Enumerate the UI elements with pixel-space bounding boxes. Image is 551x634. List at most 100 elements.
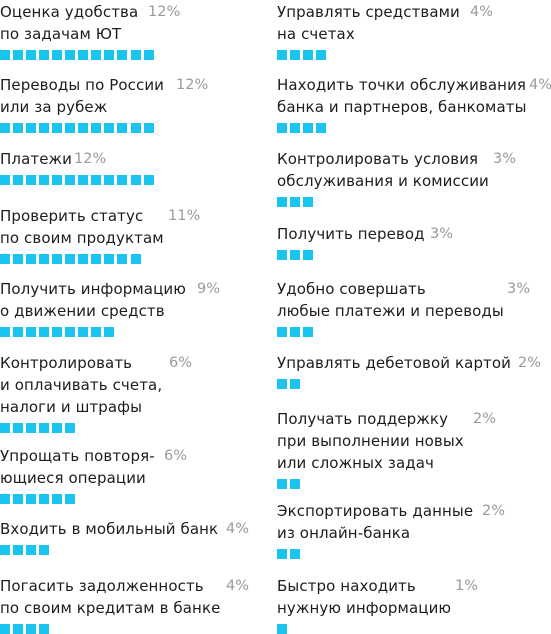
- bar-square: [26, 50, 37, 60]
- bar-square: [65, 254, 76, 264]
- bar-square: [13, 624, 24, 634]
- bar-square: [65, 50, 76, 60]
- bar-square: [290, 327, 301, 337]
- bar-square: [143, 50, 154, 60]
- bar-square: [65, 494, 76, 504]
- bar-square: [277, 327, 287, 337]
- bar-square: [52, 123, 63, 133]
- value-label: 3%: [430, 226, 454, 242]
- bar-square: [13, 494, 24, 504]
- bar-square: [0, 123, 10, 133]
- category-label: Быстро находить нужную информацию: [277, 577, 452, 617]
- bar-square: [91, 254, 102, 264]
- bar-square: [91, 50, 102, 60]
- bar-square: [143, 175, 154, 185]
- category-label: Управлять средствами на счетах: [277, 3, 460, 43]
- bar-square: [104, 50, 115, 60]
- category-label: Управлять дебетовой картой: [277, 354, 512, 372]
- bar-square: [303, 123, 314, 133]
- bar-square: [143, 123, 154, 133]
- bar-square: [104, 254, 115, 264]
- bar-square: [316, 50, 327, 60]
- value-label: 12%: [74, 151, 107, 167]
- bar-square: [52, 423, 63, 433]
- bar-square: [290, 50, 301, 60]
- category-label: Получить перевод: [277, 225, 425, 243]
- bar-square: [104, 175, 115, 185]
- bar-square: [91, 327, 102, 337]
- category-label: Погасить задолженность по своим кредитам…: [0, 577, 221, 617]
- bar-square: [78, 50, 89, 60]
- bar-square: [130, 254, 141, 264]
- value-label: 9%: [197, 281, 221, 297]
- bar-square: [117, 123, 128, 133]
- category-label: Упрощать повторя- ющиеся операции: [0, 447, 155, 487]
- bar-square: [13, 423, 24, 433]
- bar-square: [290, 123, 301, 133]
- value-label: 1%: [455, 578, 479, 594]
- category-label: Контролировать и оплачивать счета, налог…: [0, 354, 163, 416]
- bar-square: [52, 175, 63, 185]
- bar-square: [52, 327, 63, 337]
- bar-square: [26, 423, 37, 433]
- bar-square: [130, 123, 141, 133]
- bar-square: [65, 327, 76, 337]
- category-label: Получить информацию о движении средств: [0, 280, 186, 320]
- bar-square: [26, 123, 37, 133]
- bar-square: [13, 123, 24, 133]
- bar-square: [0, 175, 10, 185]
- bar-square: [39, 423, 50, 433]
- bar-square: [78, 254, 89, 264]
- bar-square: [78, 123, 89, 133]
- bar-square: [39, 123, 50, 133]
- bar-square: [277, 379, 287, 389]
- value-label: 4%: [226, 578, 250, 594]
- value-label: 12%: [176, 77, 209, 93]
- bar-square: [91, 175, 102, 185]
- bar-square: [0, 254, 10, 264]
- bar-square: [277, 250, 287, 260]
- bar-square: [39, 624, 50, 634]
- bar-square: [26, 254, 37, 264]
- value-label: 6%: [164, 448, 188, 464]
- bar-square: [13, 545, 24, 555]
- bar-square: [117, 254, 128, 264]
- bar-square: [130, 175, 141, 185]
- bar-square: [13, 254, 24, 264]
- bar-square: [52, 494, 63, 504]
- bar-square: [39, 50, 50, 60]
- bar-square: [290, 197, 301, 207]
- bar-square: [78, 327, 89, 337]
- category-label: Платежи: [0, 150, 72, 168]
- bar-square: [117, 50, 128, 60]
- value-label: 12%: [148, 4, 181, 20]
- bar-square: [0, 423, 10, 433]
- bar-square: [290, 479, 301, 489]
- category-label: Получать поддержку при выполнении новых …: [277, 410, 464, 472]
- value-label: 2%: [518, 355, 542, 371]
- value-label: 4%: [529, 77, 551, 93]
- bar-square: [13, 327, 24, 337]
- value-label: 4%: [470, 4, 494, 20]
- bar-square: [13, 50, 24, 60]
- bar-square: [78, 175, 89, 185]
- bar-square: [290, 250, 301, 260]
- bar-square: [39, 175, 50, 185]
- bar-square: [52, 50, 63, 60]
- value-label: 3%: [507, 281, 531, 297]
- bar-square: [52, 254, 63, 264]
- bar-square: [26, 175, 37, 185]
- bar-square: [39, 545, 50, 555]
- bar-square: [303, 50, 314, 60]
- bar-square: [26, 327, 37, 337]
- bar-square: [303, 327, 314, 337]
- category-label: Оценка удобства по задачам ЮТ: [0, 3, 139, 43]
- bar-square: [26, 624, 37, 634]
- category-label: Переводы по России или за рубеж: [0, 76, 165, 116]
- bar-square: [117, 175, 128, 185]
- bar-square: [316, 123, 327, 133]
- bar-square: [39, 494, 50, 504]
- bar-square: [65, 423, 76, 433]
- category-label: Проверить статус по своим продуктам: [0, 207, 164, 247]
- bar-square: [277, 197, 287, 207]
